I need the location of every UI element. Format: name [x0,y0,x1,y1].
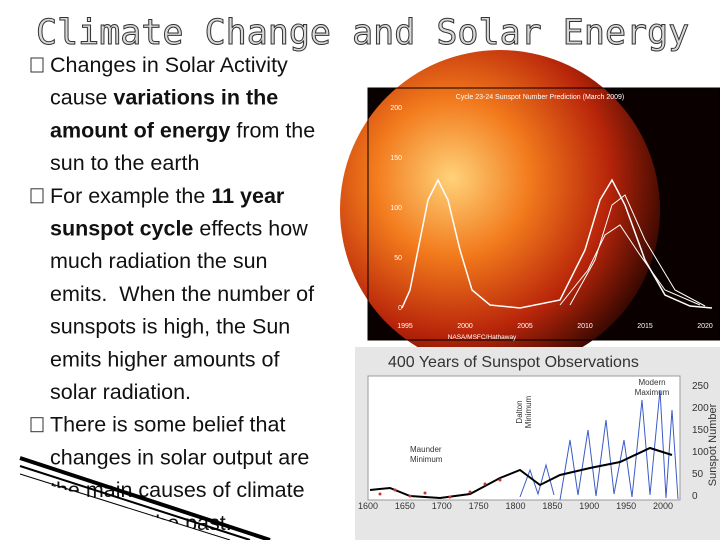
bullet-line: sun to the earth [50,151,199,175]
sunspot-series [519,463,555,498]
sun-disk [340,50,660,370]
annotation: Dalton [515,400,524,423]
figure-credit: NASA/MSFC/Hathaway [448,334,517,341]
text-segment: cause [50,86,113,110]
x-tick-label: 2015 [637,323,653,330]
bullet-line: For example the 11 year [50,184,285,208]
x-tick-label: 2000 [653,501,673,511]
bullet-line: amount of energy from the [50,118,315,142]
bullet-line: There is some belief that [50,413,285,437]
x-tick-label: 1700 [432,501,452,511]
text-segment: Changes in Solar Activity [50,53,288,77]
x-tick-label: 2000 [457,323,473,330]
y-tick-label: 100 [692,447,709,458]
annotation: Modern [638,378,665,387]
y-tick-label: 250 [692,381,709,392]
bullet-line: Changes in Solar Activity [50,53,288,77]
figure-title: Cycle 23-24 Sunspot Number Prediction (M… [456,94,624,101]
x-tick-label: 1650 [395,501,415,511]
text-segment: effects how [193,217,308,241]
x-tick-label: 1850 [542,501,562,511]
decoration [0,456,271,540]
text-segment: sunspots is high, the Sun [50,315,290,339]
x-tick-label: 1950 [616,501,636,511]
bullet-line: changes in solar output are [50,445,309,469]
y-tick-label: 0 [692,491,698,502]
figure-frame [367,87,720,341]
annotation: Minimum [524,395,533,428]
bullet-line: sunspot cycle effects how [50,217,308,241]
y-tick-label: 200 [390,105,402,112]
x-tick-label: 1900 [579,501,599,511]
x-tick-label: 1995 [397,323,413,330]
text-segment: changes in solar output are [50,445,309,469]
y-tick-label: 200 [692,403,709,414]
x-tick-label: 2010 [577,323,593,330]
y-tick-label: 150 [692,425,709,436]
bullet-marker [30,417,44,433]
y-tick-label: 100 [390,205,402,212]
bullet-marker [30,57,44,73]
prediction-curve [559,224,701,306]
bullet-line: sunspots is high, the Sun [50,315,290,339]
y-tick-label: 50 [692,469,704,480]
annotation: Maximum [635,388,670,397]
bullet-line: solar radiation. [50,380,191,404]
bullet-line: emits. When the number of [50,282,314,306]
sun-figure: Cycle 23-24 Sunspot Number Prediction (M… [340,50,720,370]
cycle-curve [401,178,713,309]
x-tick-label: 2020 [697,323,713,330]
bullet-marker [30,188,44,204]
figure-text: 400 Years of Sunspot ObservationsModernM… [358,354,719,511]
bold-text: 11 year [211,184,285,208]
text-segment: solar radiation. [50,380,191,404]
y-tick-label: 50 [394,255,402,262]
bold-text: amount of energy [50,118,230,142]
x-tick-label: 1600 [358,501,378,511]
text-segment: much radiation the sun [50,249,268,273]
y-tick-label: 0 [398,305,402,312]
bullet-line: emits higher amounts of [50,347,279,371]
text-segment: from the [230,118,315,142]
figure-title: 400 Years of Sunspot Observations [388,354,639,371]
slide-title: Climate Change and Solar Energy [36,13,689,53]
text-segment: For example the [50,184,211,208]
text-segment: There is some belief that [50,413,285,437]
annotation: Maunder [410,445,442,454]
text-segment: emits higher amounts of [50,347,279,371]
x-tick-label: 2005 [517,323,533,330]
sunspot-series [559,389,679,501]
x-tick-label: 1750 [469,501,489,511]
x-tick-label: 1800 [505,501,525,511]
sunspot-figure: 400 Years of Sunspot ObservationsModernM… [355,347,720,540]
annotation: Minimum [410,455,443,464]
text-segment: sun to the earth [50,151,199,175]
bold-text: sunspot cycle [50,217,193,241]
y-axis-label: Sunspot Number [707,403,719,486]
plot-area [367,375,681,501]
figure-text: Cycle 23-24 Sunspot Number Prediction (M… [390,94,713,341]
bold-text: variations in the [113,86,278,110]
y-tick-label: 150 [390,155,402,162]
bullet-list: Changes in Solar Activity cause variation… [30,53,315,535]
bullet-line: much radiation the sun [50,249,268,273]
early-observations [378,478,502,499]
prediction-curve [569,194,706,307]
text-segment: emits. When the number of [50,282,314,306]
bullet-line: cause variations in the [50,86,278,110]
